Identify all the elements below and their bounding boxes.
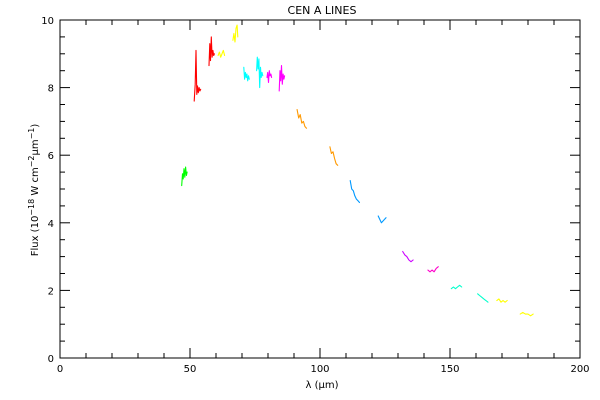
x-tick-label: 0 [57, 364, 63, 375]
axis-ticks [59, 19, 581, 359]
plot-frame [59, 19, 581, 359]
chart-title: CEN A LINES [288, 4, 357, 17]
series-line-11 [329, 146, 339, 166]
series-line-17 [477, 293, 489, 303]
series-line-4 [217, 49, 226, 58]
x-tick-label: 50 [184, 364, 197, 375]
series-line-2 [193, 49, 202, 102]
y-tick-label: 10 [41, 16, 54, 27]
series-line-12 [349, 179, 361, 204]
series-line-6 [243, 66, 250, 82]
series-line-19 [519, 311, 534, 317]
y-tick-label: 8 [48, 84, 54, 95]
series-line-13 [377, 215, 387, 224]
series-line-5 [232, 24, 239, 43]
series-line-14 [402, 250, 414, 263]
y-tick-label: 4 [48, 219, 54, 230]
series-line-9 [278, 65, 286, 92]
x-tick-label: 100 [310, 364, 329, 375]
x-tick-label: 150 [440, 364, 459, 375]
series-line-16 [450, 284, 463, 290]
series-line-3 [208, 36, 215, 67]
y-axis-label: Flux (10−18 W cm−2μm−1) [27, 124, 41, 257]
y-tick-label: 6 [48, 151, 54, 162]
x-tick-label: 200 [570, 364, 589, 375]
series-line-7 [256, 56, 264, 89]
series-line-10 [296, 109, 308, 129]
series-line-15 [427, 266, 439, 273]
data-series [181, 24, 534, 317]
axis-tick-labels: 0 50 100 150 200 0 2 4 6 8 10 [41, 16, 589, 375]
y-tick-label: 0 [48, 354, 54, 365]
series-line-18 [496, 298, 508, 303]
x-axis-label: λ (μm) [305, 380, 338, 391]
series-line-1 [181, 166, 188, 187]
y-tick-label: 2 [48, 286, 54, 297]
series-line-8 [266, 70, 273, 84]
